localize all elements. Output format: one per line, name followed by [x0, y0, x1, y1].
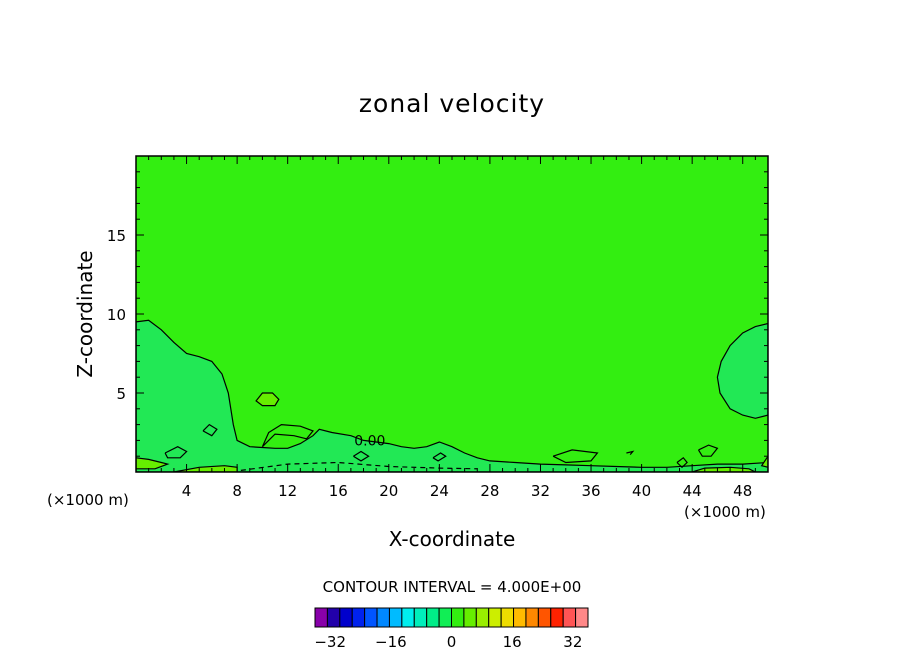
colorbar-swatch — [314, 607, 328, 628]
x-tick-labels: 4 8 12 16 20 24 28 32 36 40 44 48 — [182, 482, 752, 500]
x-tick-label: 8 — [232, 482, 242, 500]
colorbar-swatch — [537, 607, 552, 628]
contour-line-0 — [261, 423, 314, 448]
colorbar-swatch — [388, 607, 403, 628]
colorbar-tick-label: 16 — [503, 633, 522, 651]
x-tick-label: 44 — [683, 482, 702, 500]
x-tick-label: 12 — [278, 482, 297, 500]
colorbar-swatch — [513, 607, 527, 628]
colorbar-tick-label: −16 — [375, 633, 407, 651]
contour-line-1 — [164, 446, 188, 459]
colorbar-swatch — [550, 607, 564, 628]
region-0 — [136, 319, 768, 472]
colorbar — [314, 607, 589, 628]
region-5 — [692, 466, 756, 472]
colorbar-swatch — [339, 607, 353, 628]
contour-line-3 — [353, 450, 370, 462]
colorbar-swatch — [401, 607, 415, 628]
colorbar-tick-label: 0 — [447, 633, 457, 651]
contour-line-6 — [676, 456, 688, 469]
colorbar-tick-label: 32 — [563, 633, 582, 651]
region-4 — [173, 465, 238, 472]
x-tick-label: 28 — [480, 482, 499, 500]
colorbar-swatch — [438, 607, 453, 628]
x-tick-label: 40 — [632, 482, 651, 500]
colorbar-labels: −32 −16 0 16 32 — [314, 633, 582, 651]
contour-line-5 — [552, 449, 599, 464]
region-3 — [136, 457, 170, 470]
y-tick-label: 10 — [107, 306, 126, 324]
x-tick-label: 24 — [430, 482, 449, 500]
x-unit-left: (×1000 m) — [47, 491, 129, 509]
x-tick-label: 20 — [379, 482, 398, 500]
contour-line-4 — [432, 452, 447, 462]
colorbar-tick-label: −32 — [314, 633, 346, 651]
axis-ticks — [136, 156, 768, 472]
region-1 — [716, 322, 768, 419]
colorbar-swatch — [525, 607, 539, 628]
colorbar-swatch — [351, 607, 366, 628]
colorbar-swatch — [326, 607, 341, 628]
x-tick-label: 36 — [581, 482, 600, 500]
colorbar-swatch — [475, 607, 490, 628]
region-6 — [760, 455, 768, 468]
colorbar-swatch — [376, 607, 390, 628]
contour-label: 0.00 — [354, 433, 385, 449]
colorbar-swatch — [488, 607, 502, 628]
x-axis-label: X-coordinate — [389, 527, 516, 551]
x-tick-label: 32 — [531, 482, 550, 500]
contour-interval-text: CONTOUR INTERVAL = 4.000E+00 — [323, 578, 582, 596]
contour-line-8 — [626, 450, 635, 455]
colorbar-swatch — [500, 607, 515, 628]
colorbar-swatch — [413, 607, 428, 628]
contour-line-9 — [240, 461, 478, 471]
y-axis-label: Z-coordinate — [73, 250, 97, 377]
colorbar-swatch — [364, 607, 378, 628]
plot-area: 0.00 — [135, 155, 769, 473]
x-tick-label: 4 — [182, 482, 192, 500]
x-unit-right: (×1000 m) — [684, 503, 766, 521]
contour-line-2 — [202, 423, 218, 437]
plot-background — [136, 156, 768, 472]
colorbar-swatch — [562, 607, 577, 628]
y-tick-labels: 5 10 15 — [107, 227, 126, 403]
contour-line-7 — [697, 444, 719, 457]
y-tick-label: 15 — [107, 227, 126, 245]
region-2 — [255, 392, 280, 407]
colorbar-swatch — [451, 607, 465, 628]
y-tick-label: 5 — [116, 385, 126, 403]
x-tick-label: 16 — [329, 482, 348, 500]
x-tick-label: 48 — [733, 482, 752, 500]
colorbar-swatch — [575, 607, 589, 628]
colorbar-swatch — [426, 607, 440, 628]
chart-title: zonal velocity — [359, 89, 545, 118]
colorbar-swatch — [463, 607, 477, 628]
